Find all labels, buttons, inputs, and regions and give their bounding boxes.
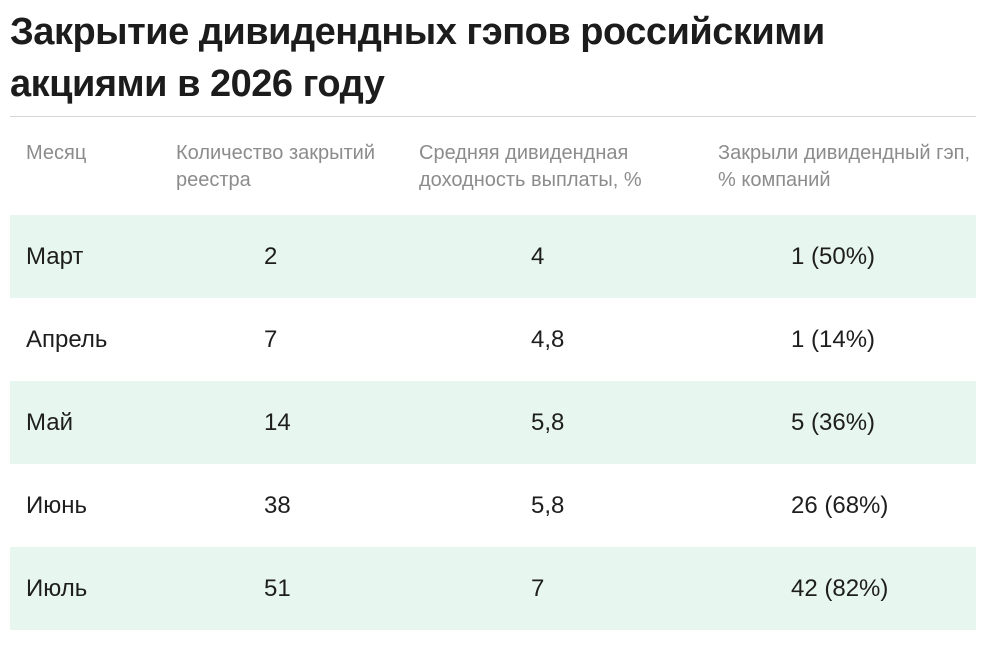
- page-title: Закрытие дивидендных гэпов российскими а…: [10, 11, 825, 105]
- cell-closures: 7: [264, 326, 278, 353]
- cell-closed-gap: 42 (82%): [791, 575, 889, 602]
- cell-yield: 4,8: [531, 326, 565, 353]
- cell-closures: 2: [264, 243, 278, 270]
- cell-yield: 5,8: [531, 409, 565, 436]
- cell-closed-gap: 26 (68%): [791, 492, 889, 519]
- cell-month: Июль: [26, 575, 88, 602]
- table-row: Апрель 7 4,8 1 (14%): [10, 298, 976, 381]
- table-row: Июль 51 7 42 (82%): [10, 547, 976, 630]
- cell-yield: 4: [531, 243, 545, 270]
- column-header-closed-gap: Закрыли дивидендный гэп, % компаний: [718, 142, 971, 191]
- column-header-closures: Количество закрытий реестра: [176, 142, 376, 191]
- column-header-month: Месяц: [26, 142, 87, 164]
- cell-closed-gap: 5 (36%): [791, 409, 876, 436]
- cell-month: Июнь: [26, 492, 88, 519]
- table-row: Март 2 4 1 (50%): [10, 215, 976, 298]
- table-header: Месяц Количество закрытий реестра Средня…: [0, 140, 1000, 200]
- cell-closures: 51: [264, 575, 291, 602]
- cell-closed-gap: 1 (14%): [791, 326, 876, 353]
- column-header-yield: Средняя дивидендная доходность выплаты, …: [419, 142, 642, 191]
- table-row: Май 14 5,8 5 (36%): [10, 381, 976, 464]
- cell-month: Март: [26, 243, 84, 270]
- cell-yield: 5,8: [531, 492, 565, 519]
- cell-closed-gap: 1 (50%): [791, 243, 876, 270]
- cell-month: Май: [26, 409, 74, 436]
- table-row: Июнь 38 5,8 26 (68%): [10, 464, 976, 547]
- cell-closures: 38: [264, 492, 291, 519]
- cell-yield: 7: [531, 575, 545, 602]
- title-divider: [10, 116, 976, 117]
- cell-month: Апрель: [26, 326, 108, 353]
- cell-closures: 14: [264, 409, 291, 436]
- table-body: Март 2 4 1 (50%) Апрель 7 4,8 1 (14%) Ма…: [10, 215, 976, 630]
